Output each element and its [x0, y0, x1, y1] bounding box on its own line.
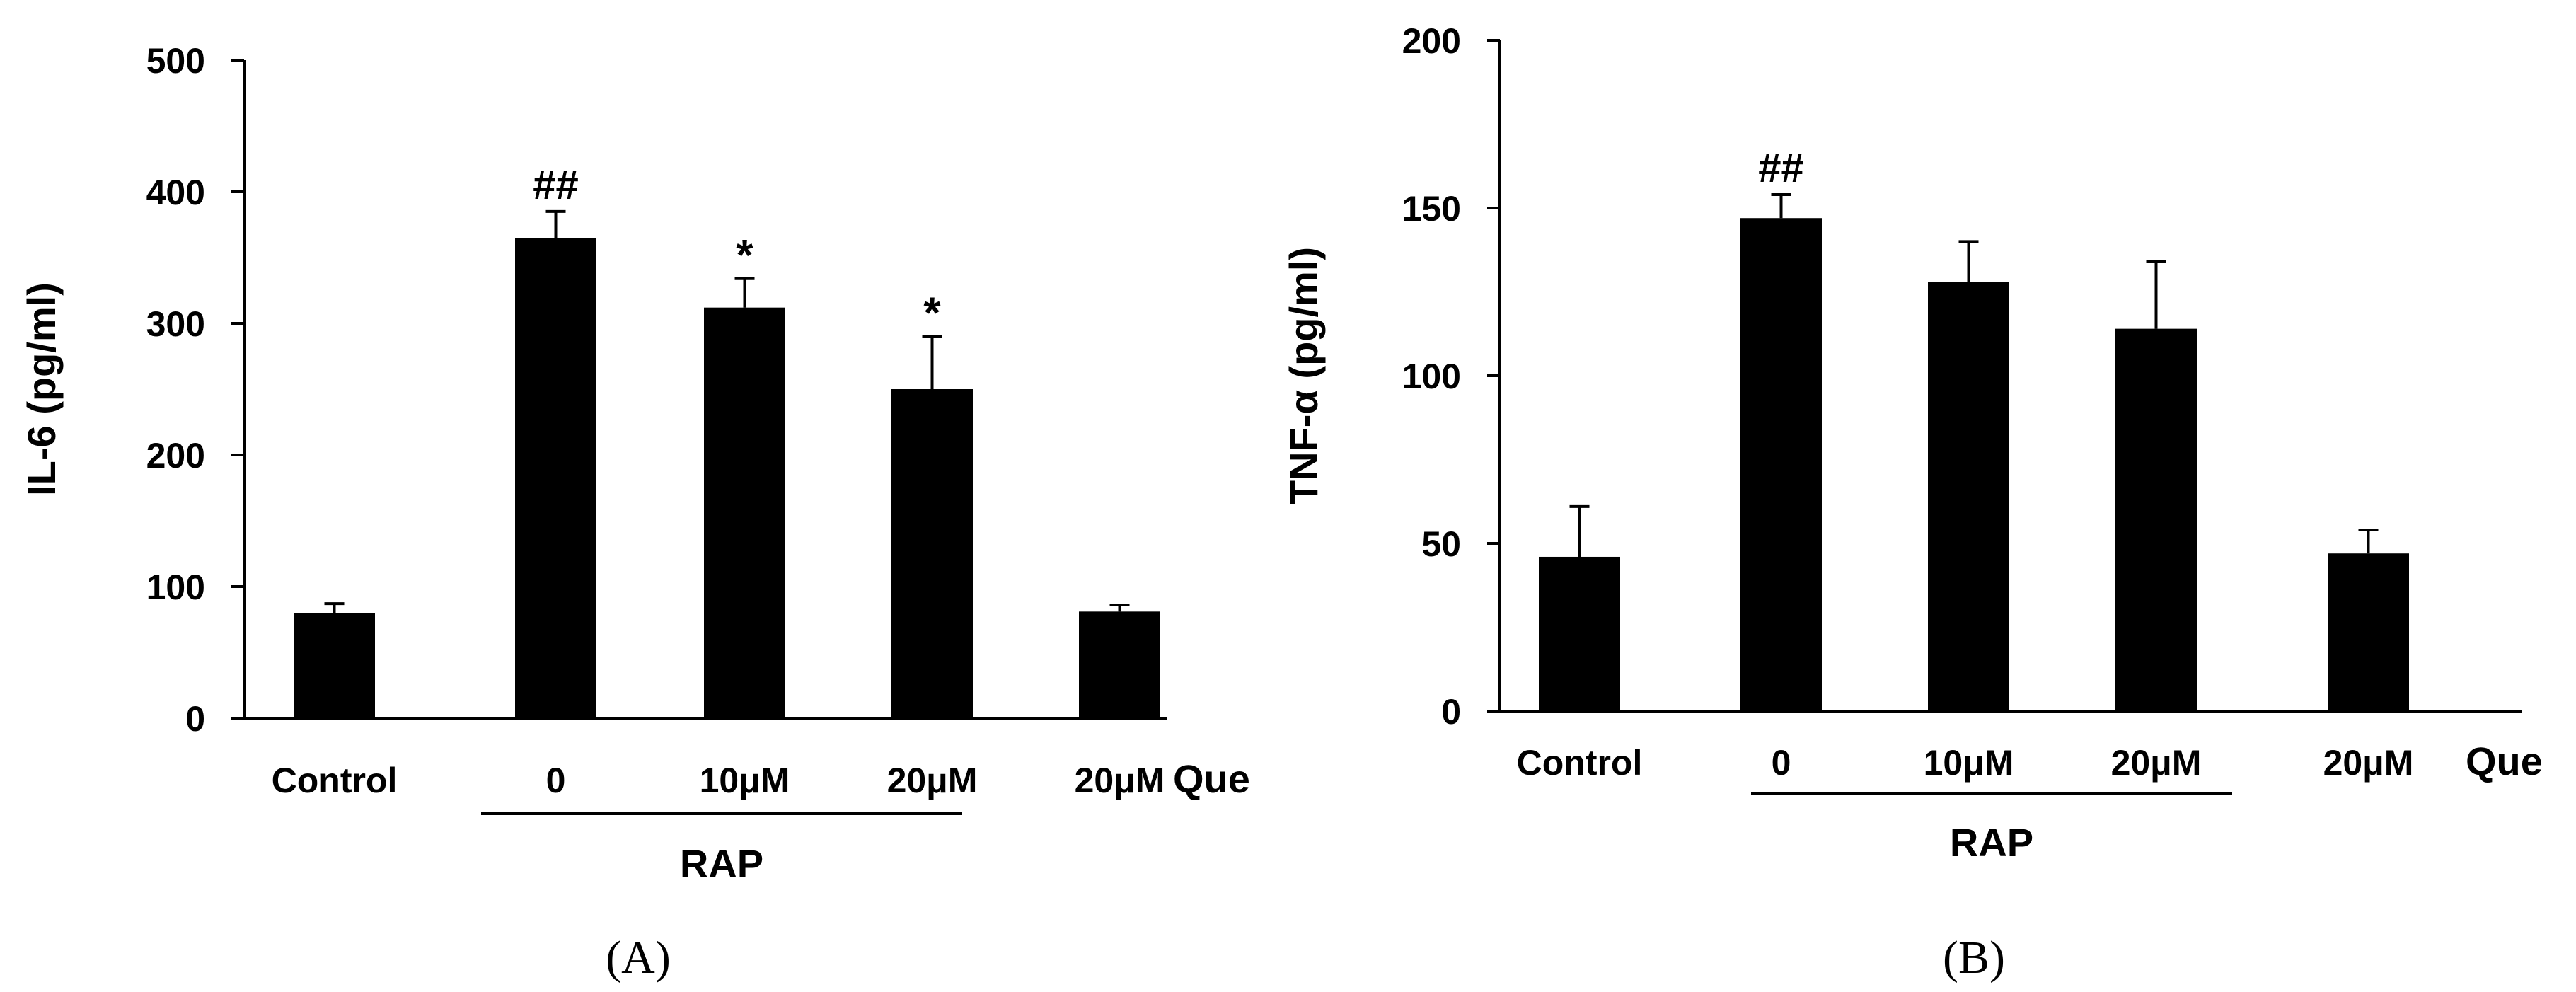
y-axis-label: TNF-α (pg/ml): [1281, 247, 1326, 504]
category-label: 10μM: [700, 761, 790, 800]
chart-a: 0 100 200 300 400 500 IL-6 (pg/ml) Control 0 ## 10…: [19, 41, 1250, 984]
bar: [1539, 556, 1620, 711]
bar: [294, 613, 375, 718]
y-tick-label: 200: [1402, 21, 1461, 61]
group-label-rap: RAP: [1950, 820, 2033, 865]
bar: [704, 307, 785, 718]
bar: [1740, 218, 1822, 712]
category-label: 20μM: [2111, 743, 2202, 783]
bar: [1928, 282, 2009, 711]
group-label-que: Que: [1173, 756, 1250, 801]
chart-b: 0 50 100 150 200 TNF-α (pg/ml) Control 0 ## 10μM 2…: [1281, 21, 2543, 984]
y-tick-label: 0: [1441, 692, 1461, 732]
significance-annotation: ##: [533, 162, 579, 208]
significance-annotation: *: [923, 289, 941, 338]
y-tick-label: 400: [146, 173, 205, 212]
bar: [1079, 611, 1160, 718]
panel-label: (B): [1943, 932, 2005, 984]
y-tick-label: 500: [146, 41, 205, 81]
group-label-rap: RAP: [680, 841, 763, 886]
category-label: 20μM: [2323, 743, 2414, 783]
category-label: 20μM: [1075, 761, 1165, 800]
significance-annotation: ##: [1758, 145, 1804, 191]
group-label-que: Que: [2466, 739, 2543, 783]
category-label: 0: [1772, 743, 1791, 783]
y-tick-label: 0: [185, 699, 205, 739]
panel-label: (A): [606, 932, 671, 984]
category-label: 0: [546, 761, 566, 800]
y-tick-label: 300: [146, 304, 205, 344]
category-label: 20μM: [887, 761, 978, 800]
bar: [891, 389, 973, 718]
y-tick-label: 200: [146, 436, 205, 475]
bar: [2328, 553, 2409, 711]
bar: [515, 238, 596, 719]
y-tick-label: 150: [1402, 189, 1461, 229]
y-tick-label: 100: [1402, 357, 1461, 396]
category-label: Control: [1517, 743, 1643, 783]
category-label: Control: [272, 761, 398, 800]
significance-annotation: *: [736, 231, 753, 280]
y-tick-label: 100: [146, 567, 205, 607]
y-tick-label: 50: [1421, 524, 1461, 564]
bar: [2115, 328, 2197, 711]
y-axis-label: IL-6 (pg/ml): [19, 282, 64, 496]
category-label: 10μM: [1924, 743, 2014, 783]
